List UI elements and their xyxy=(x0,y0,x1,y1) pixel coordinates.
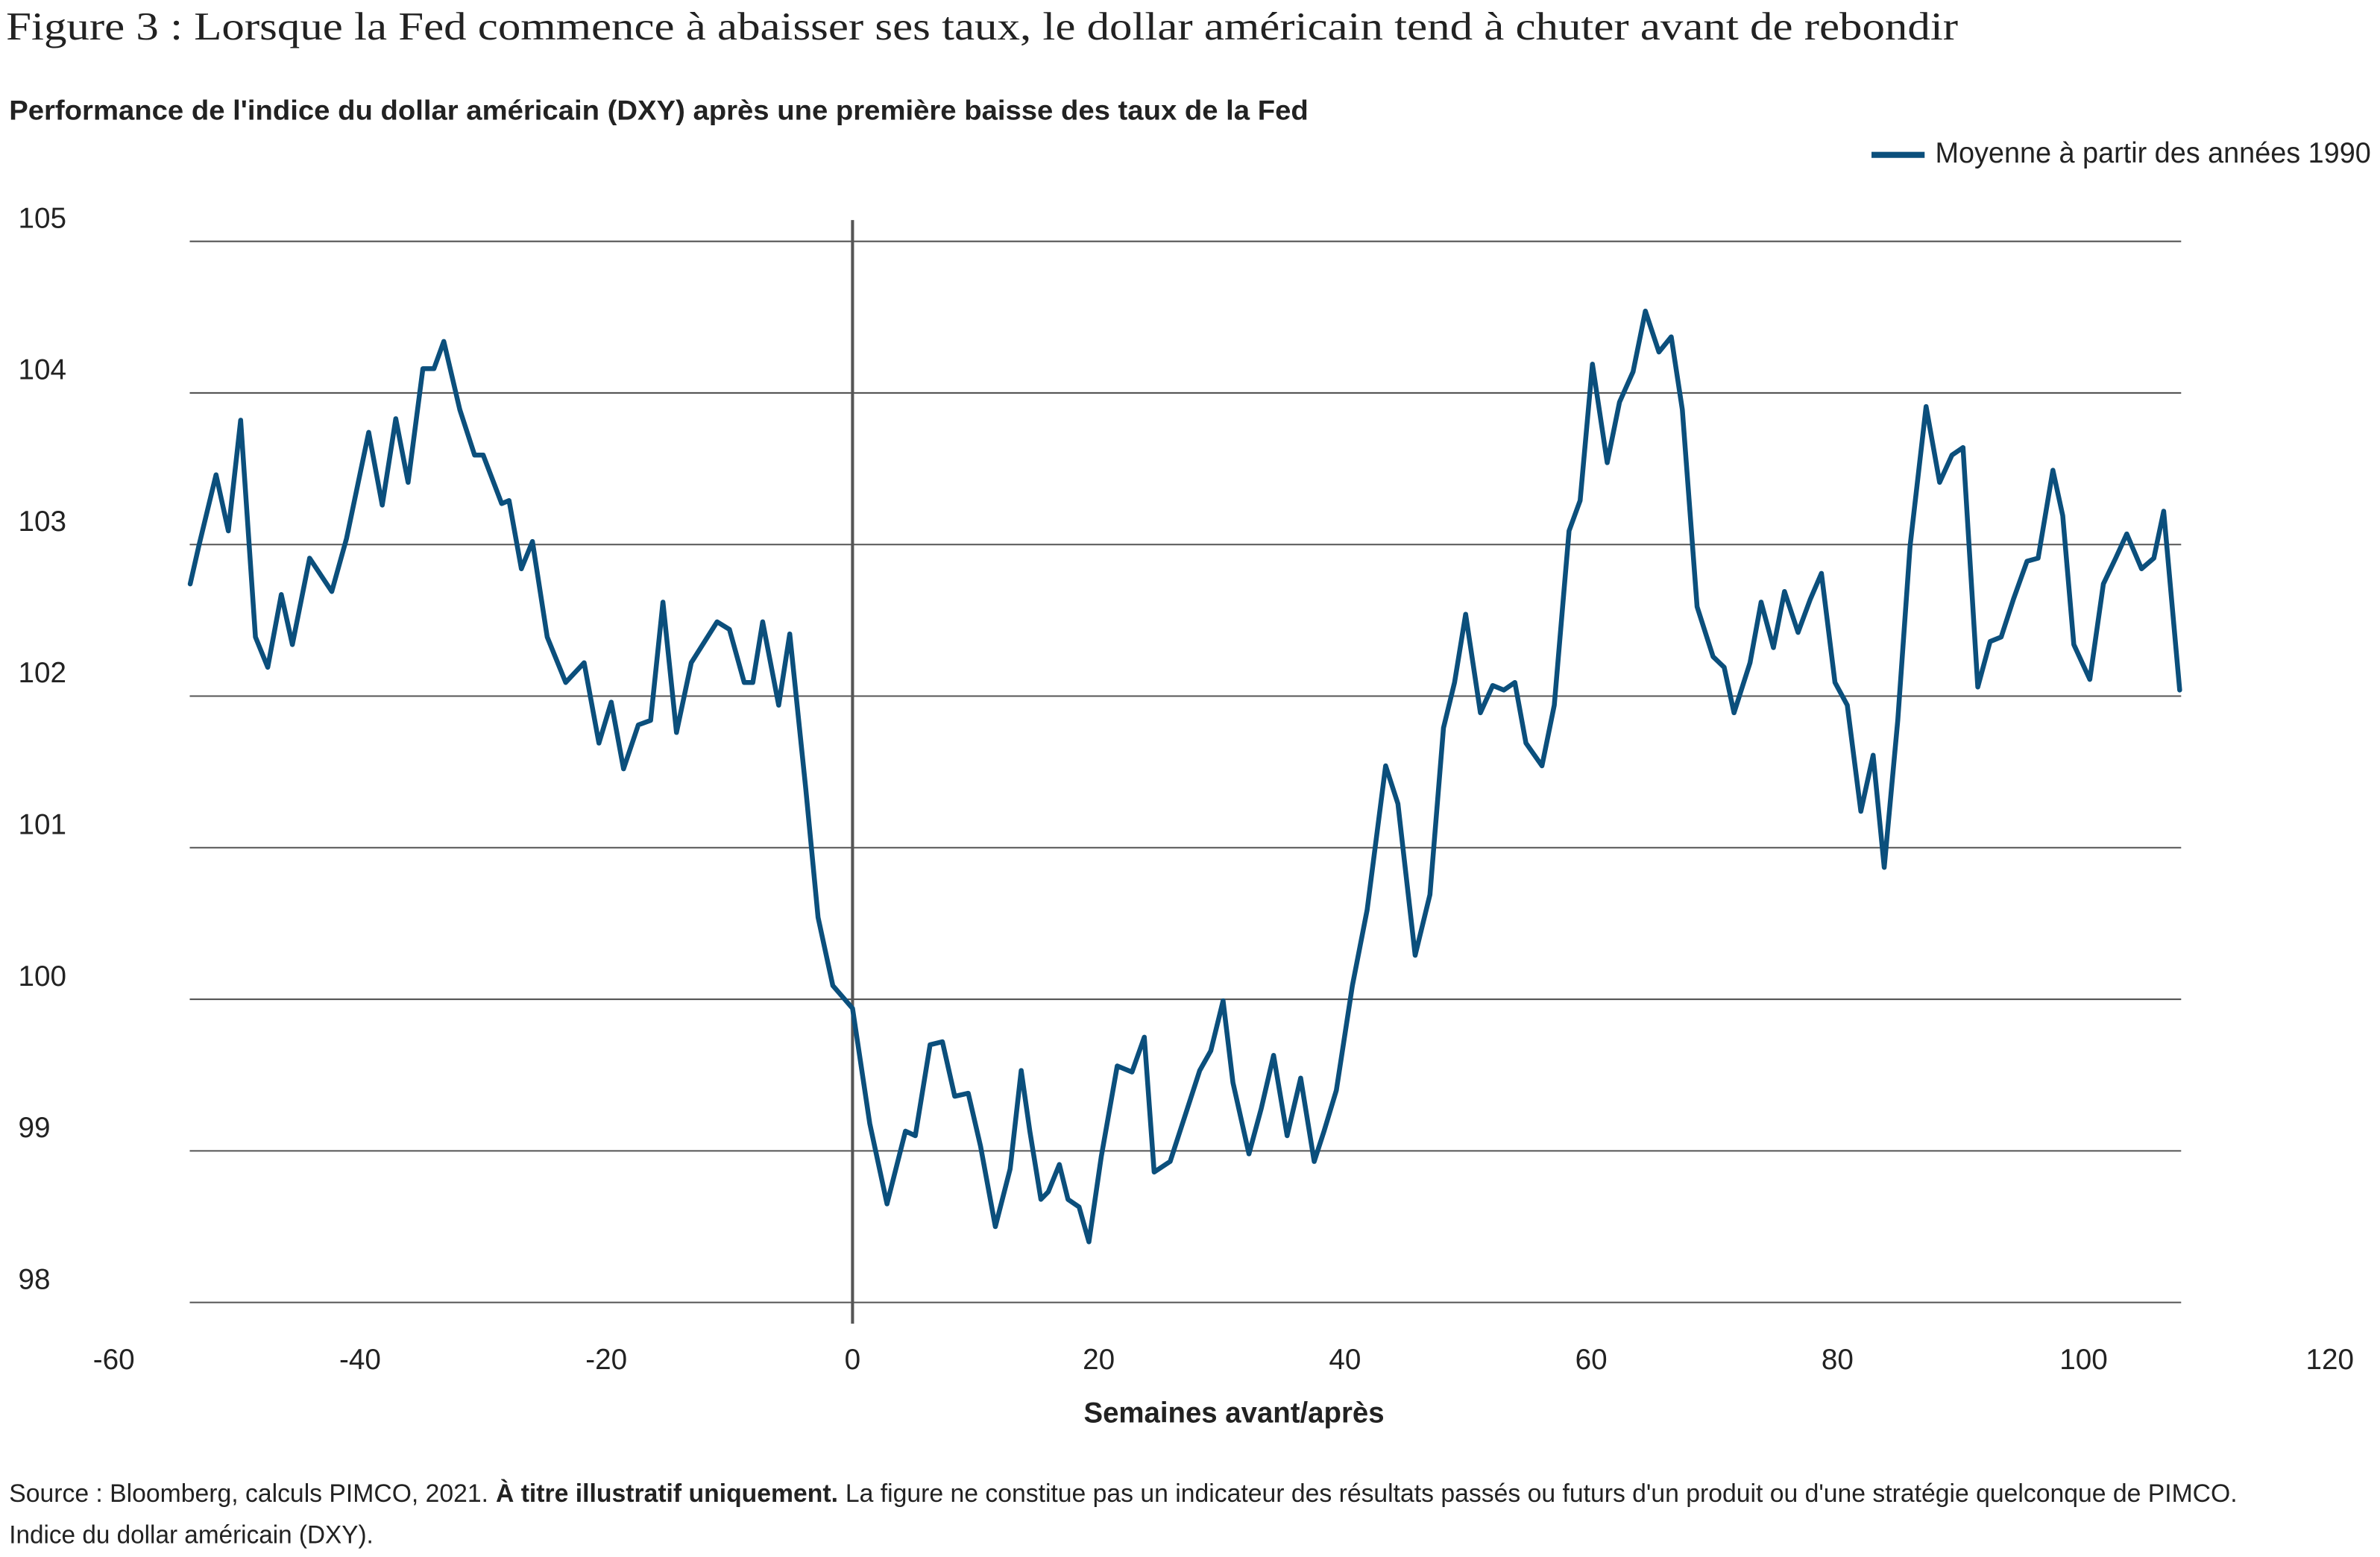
x-tick-label: 120 xyxy=(2306,1344,2355,1376)
data-line xyxy=(187,308,2182,1245)
x-tick-label: 100 xyxy=(2059,1344,2108,1376)
y-tick-label: 99 xyxy=(18,1112,50,1144)
source-note: Indice du dollar américain (DXY). xyxy=(9,1520,374,1549)
x-tick-label: 80 xyxy=(1822,1344,1854,1376)
x-tick-label: 0 xyxy=(845,1344,861,1376)
chart-subtitle: Performance de l'indice du dollar améric… xyxy=(9,95,1309,125)
x-tick-label: 40 xyxy=(1329,1344,1361,1376)
y-tick-label: 105 xyxy=(18,202,66,234)
x-tick-label: -40 xyxy=(339,1344,381,1376)
x-tick-label: 60 xyxy=(1575,1344,1608,1376)
x-axis-label: Semaines avant/après xyxy=(1084,1397,1385,1429)
chart-title: Figure 3 : Lorsque la Fed commence à aba… xyxy=(6,5,1958,48)
x-tick-label: -20 xyxy=(585,1344,627,1376)
source-text: Source : Bloomberg, calculs PIMCO, 2021. xyxy=(9,1479,488,1508)
source-bold: À titre illustratif uniquement. xyxy=(496,1478,838,1508)
legend-label: Moyenne à partir des années 1990 xyxy=(1936,137,2371,169)
x-tick-label: -60 xyxy=(93,1344,135,1376)
source-note: Source : Bloomberg, calculs PIMCO, 2021.… xyxy=(9,1478,2237,1508)
y-tick-label: 98 xyxy=(18,1263,50,1295)
y-tick-label: 104 xyxy=(18,354,66,386)
y-tick-label: 101 xyxy=(18,809,66,841)
y-tick-label: 102 xyxy=(18,657,66,689)
y-tick-label: 103 xyxy=(18,506,66,538)
x-tick-label: 20 xyxy=(1083,1344,1115,1376)
source-text: La figure ne constitue pas un indicateur… xyxy=(846,1479,2238,1508)
y-tick-label: 100 xyxy=(18,960,66,993)
